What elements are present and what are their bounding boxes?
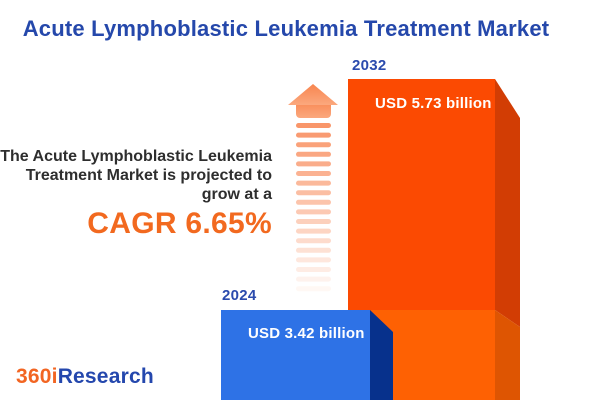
brand-logo-360i: 360i: [16, 365, 58, 388]
bar-2032-side-growth-segment: [495, 79, 520, 327]
bar-2024-value-label: USD 3.42 billion: [248, 325, 365, 342]
brand-logo-research: Research: [57, 365, 154, 388]
bar-2032-value-label: USD 5.73 billion: [375, 95, 492, 112]
cagr-value: CAGR 6.65%: [87, 207, 272, 240]
bar-2024-side: [370, 310, 393, 400]
bar-2032: [348, 79, 520, 400]
bar-2024: [221, 310, 393, 400]
brand-logo: 360iResearch: [16, 365, 154, 389]
bar-2024-front: [221, 310, 370, 400]
bar-2032-front-growth-segment: [348, 79, 495, 310]
annotation-line1: The Acute Lymphoblastic Leukemia: [0, 148, 272, 165]
page-title: Acute Lymphoblastic Leukemia Treatment M…: [22, 16, 550, 41]
bar-2032-side-base-segment: [495, 310, 520, 400]
annotation-block: The Acute Lymphoblastic Leukemia Treatme…: [0, 147, 272, 240]
bar-2032-year-label: 2032: [352, 57, 387, 74]
annotation-line3: grow at a: [201, 186, 272, 203]
growth-arrow-icon: [288, 84, 338, 292]
bar-2024-year-label: 2024: [222, 287, 257, 304]
annotation-line2: Treatment Market is projected to: [25, 167, 272, 184]
